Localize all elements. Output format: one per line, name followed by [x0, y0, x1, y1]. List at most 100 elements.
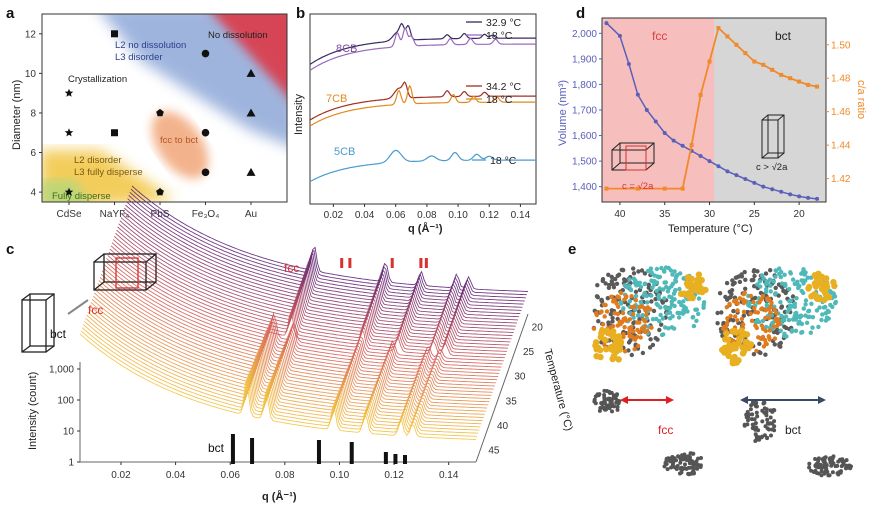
chain-particle	[669, 465, 674, 470]
a-ytick-label: 10	[25, 69, 37, 80]
a-ytick-label: 12	[25, 29, 37, 40]
particle-gray	[657, 327, 662, 333]
particle-orange	[627, 334, 632, 339]
data-marker-circle	[201, 168, 210, 177]
particle-gold	[597, 333, 604, 341]
chain-particle	[746, 418, 750, 423]
particle-teal	[668, 268, 674, 273]
particle-teal	[771, 279, 776, 284]
particle-gray	[743, 286, 748, 291]
particle-gray	[719, 310, 724, 315]
legend-8cb-hot: 32.9 °C	[486, 17, 522, 29]
volume-point	[662, 131, 667, 135]
ratio-point	[770, 67, 775, 72]
d-ytick-right-label: 1.42	[831, 174, 851, 185]
particle-orange	[633, 298, 639, 303]
data-marker-circle	[201, 128, 210, 137]
c-z-axis	[475, 313, 529, 463]
particle-orange	[635, 343, 641, 349]
chain-particle	[807, 465, 812, 470]
particle-gray	[605, 296, 610, 301]
data-marker-triangle	[246, 68, 256, 77]
particle-orange	[755, 310, 761, 315]
chain-particle	[750, 412, 755, 417]
particle-teal	[654, 301, 659, 307]
chain-particle	[844, 463, 849, 468]
particle-teal	[683, 305, 688, 311]
chain-particle	[839, 469, 843, 474]
particle-gray	[647, 345, 653, 350]
particle-gold	[612, 337, 620, 345]
particle-teal	[786, 306, 792, 311]
ratio-point	[761, 62, 766, 67]
particle-orange	[645, 328, 650, 334]
particle-orange	[637, 305, 643, 310]
chain-particle	[765, 435, 770, 440]
particle-orange	[742, 290, 747, 296]
chain-particle	[675, 464, 680, 468]
particle-teal	[618, 301, 624, 306]
ratio-point	[604, 186, 609, 191]
bct-peak-marker	[230, 434, 235, 464]
particle-teal	[833, 299, 839, 305]
a-ytick-label: 6	[30, 148, 36, 159]
particle-gray	[779, 304, 785, 309]
particle-gray	[610, 315, 615, 321]
b-xtick-label: 0.12	[480, 210, 500, 221]
bct-peak-marker	[250, 438, 255, 464]
particle-gray	[631, 266, 636, 271]
chain-particle	[760, 434, 765, 439]
particle-gray	[611, 285, 617, 290]
particle-teal	[662, 280, 667, 285]
particle-gray	[606, 272, 611, 277]
b-xtick-label: 0.06	[386, 210, 406, 221]
particle-gray	[620, 267, 626, 273]
chain-particle	[754, 400, 759, 405]
particle-teal	[656, 296, 662, 301]
ratio-point	[743, 51, 748, 56]
volume-point	[644, 108, 649, 112]
chain-particle	[694, 460, 699, 465]
particle-gray	[603, 281, 608, 286]
panel-a-ylabel: Diameter (nm)	[11, 80, 23, 150]
d-ytick-right-label: 1.48	[831, 74, 851, 85]
particle-teal	[783, 283, 788, 288]
chain-particle	[753, 432, 758, 437]
chain-particle	[753, 439, 758, 443]
particle-teal	[638, 299, 643, 305]
region-red	[213, 14, 287, 96]
particle-teal	[821, 305, 827, 310]
particle-gold	[818, 281, 825, 289]
d-xtick-label: 20	[794, 209, 806, 220]
ratio-point	[707, 59, 712, 64]
volume-point	[698, 154, 703, 158]
particle-gray	[594, 294, 600, 299]
d-xtick-label: 30	[704, 209, 716, 220]
particle-teal	[645, 268, 651, 274]
particle-teal	[677, 286, 682, 292]
bct-cell-icon	[761, 114, 785, 159]
waterfall-trace	[109, 248, 506, 355]
particle-gold	[830, 279, 837, 286]
particle-orange	[630, 311, 636, 317]
panel-c-zlabel: Temperature (°C)	[541, 348, 574, 433]
particle-gold	[692, 281, 699, 288]
chain-particle	[602, 393, 607, 397]
particle-teal	[658, 305, 663, 310]
particle-teal	[658, 312, 663, 318]
d-ytick-left-label: 1,500	[572, 157, 597, 168]
particle-gray	[768, 268, 773, 273]
panel-e-letter: e	[568, 241, 576, 258]
particle-teal	[768, 289, 773, 294]
chain-particle	[768, 421, 773, 426]
particle-teal	[640, 313, 645, 318]
particle-gray	[609, 274, 614, 280]
chain-particle	[755, 414, 760, 419]
particle-gold	[721, 349, 728, 356]
c-reference-peaks	[230, 258, 428, 464]
particle-orange	[741, 300, 746, 306]
particle-gold	[738, 327, 745, 335]
volume-point	[761, 184, 766, 189]
particle-gray	[606, 285, 612, 290]
fcc-peak-marker	[348, 258, 352, 268]
